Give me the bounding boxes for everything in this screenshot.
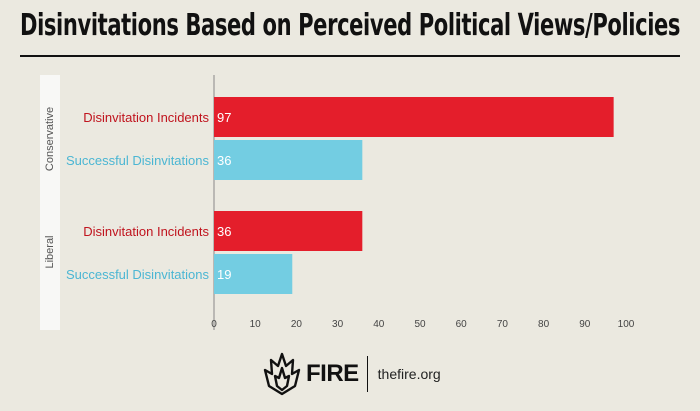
- bar-value-label: 97: [217, 110, 231, 125]
- category-label: Disinvitation Incidents: [83, 110, 209, 125]
- x-tick-label: 40: [373, 319, 385, 330]
- bar-value-label: 36: [217, 153, 231, 168]
- bar-value-label: 36: [217, 224, 231, 239]
- bar-value-label: 19: [217, 267, 231, 282]
- x-tick-label: 30: [332, 319, 344, 330]
- bar: [214, 254, 293, 294]
- x-tick-label: 50: [414, 319, 426, 330]
- x-tick-label: 20: [291, 319, 303, 330]
- bar: [214, 97, 614, 137]
- category-label: Disinvitation Incidents: [83, 224, 209, 239]
- flame-icon: [263, 352, 301, 396]
- category-label: Successful Disinvitations: [66, 153, 210, 168]
- logo-url: thefire.org: [377, 366, 441, 382]
- x-tick-label: 0: [211, 319, 217, 330]
- x-tick-label: 80: [538, 319, 550, 330]
- group-label-strip: [40, 75, 60, 330]
- logo-divider: [366, 356, 368, 392]
- x-tick-label: 60: [456, 319, 468, 330]
- x-tick-label: 10: [250, 319, 262, 330]
- logo-brand: FIRE: [306, 360, 359, 387]
- x-tick-label: 90: [579, 319, 591, 330]
- bar: [214, 211, 363, 251]
- fire-logo: FIRE thefire.org: [262, 350, 441, 398]
- x-tick-label: 70: [497, 319, 509, 330]
- bar: [214, 140, 363, 180]
- category-label: Successful Disinvitations: [66, 267, 210, 282]
- x-tick-label: 100: [618, 319, 635, 330]
- title-underline: [20, 55, 680, 57]
